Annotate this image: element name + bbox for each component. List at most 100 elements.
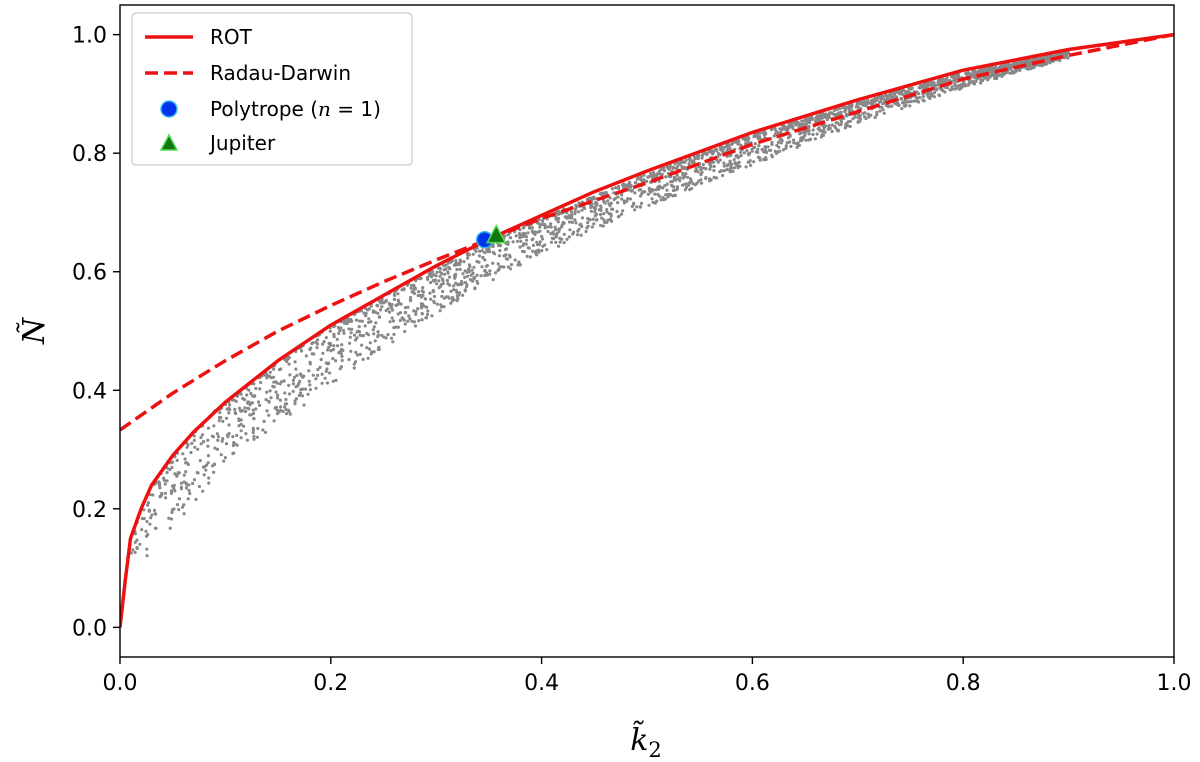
cloud-point [241, 396, 245, 400]
y-tick-label: 0.8 [72, 142, 107, 167]
cloud-point [866, 101, 870, 105]
cloud-point [477, 254, 482, 258]
cloud-point [227, 411, 231, 415]
cloud-point [661, 186, 665, 190]
cloud-point [1000, 74, 1004, 78]
cloud-point [757, 144, 761, 148]
cloud-point [531, 249, 535, 253]
cloud-point [791, 124, 795, 128]
cloud-point [907, 100, 911, 104]
cloud-point [797, 143, 802, 147]
cloud-point [367, 347, 371, 351]
cloud-point [811, 117, 815, 121]
cloud-point [146, 532, 150, 537]
cloud-point [360, 343, 364, 347]
cloud-point [584, 229, 588, 234]
cloud-point [504, 257, 509, 261]
cloud-point [410, 290, 414, 294]
cloud-point [577, 210, 581, 214]
cloud-point [568, 228, 572, 232]
cloud-point [997, 73, 1001, 77]
cloud-point [273, 406, 277, 410]
cloud-point [635, 205, 639, 209]
cloud-point [949, 74, 954, 79]
cloud-point [182, 480, 186, 484]
cloud-point [390, 316, 394, 320]
cloud-point [570, 220, 575, 224]
cloud-point [650, 173, 655, 177]
cloud-point [177, 471, 181, 475]
cloud-point [356, 329, 360, 333]
cloud-point [295, 373, 299, 377]
cloud-point [792, 120, 797, 124]
cloud-point [261, 428, 265, 432]
cloud-point [472, 265, 476, 269]
cloud-point [224, 442, 229, 446]
cloud-point [1018, 68, 1022, 72]
cloud-point [227, 423, 231, 427]
cloud-point [168, 526, 172, 530]
cloud-point [458, 291, 462, 295]
radau-darwin-line [120, 32, 1174, 432]
cloud-point [314, 386, 318, 390]
cloud-point [605, 220, 609, 224]
cloud-point [907, 90, 911, 94]
cloud-point [419, 304, 424, 308]
cloud-point [206, 444, 210, 448]
cloud-point [497, 267, 501, 271]
cloud-point [975, 77, 980, 81]
cloud-point [339, 352, 343, 356]
cloud-point [718, 170, 722, 174]
cloud-point [224, 416, 229, 420]
cloud-point [545, 248, 549, 252]
cloud-point [328, 371, 332, 375]
rot-line [120, 32, 1174, 628]
cloud-point [597, 208, 602, 212]
cloud-point [491, 278, 495, 282]
cloud-point [470, 268, 474, 272]
cloud-point [807, 132, 811, 136]
cloud-point [434, 274, 438, 278]
cloud-point [267, 413, 271, 417]
cloud-point [252, 411, 256, 416]
cloud-point [836, 128, 841, 132]
cloud-point [462, 260, 466, 264]
cloud-point [325, 381, 330, 385]
cloud-point [320, 381, 324, 385]
x-tick-label: 0.8 [946, 671, 981, 696]
cloud-point [776, 131, 780, 135]
cloud-point [380, 298, 384, 302]
legend-label-polytrope-main: Polytrope ( [210, 97, 318, 121]
cloud-point [392, 292, 396, 296]
cloud-point [678, 179, 682, 183]
cloud-point [454, 261, 458, 266]
cloud-point [138, 542, 142, 546]
cloud-point [675, 187, 680, 191]
cloud-point [474, 249, 478, 254]
cloud-point [729, 166, 734, 170]
cloud-point [362, 311, 366, 315]
cloud-point [735, 161, 740, 165]
cloud-point [153, 526, 157, 530]
cloud-point [1025, 59, 1029, 63]
cloud-point [873, 98, 877, 102]
cloud-point [384, 299, 388, 303]
cloud-point [299, 391, 303, 395]
cloud-point [647, 203, 651, 207]
cloud-point [602, 200, 606, 204]
cloud-point [802, 130, 806, 134]
cloud-point [755, 134, 759, 138]
cloud-point [969, 80, 973, 84]
cloud-point [183, 457, 187, 461]
cloud-point [873, 115, 877, 120]
cloud-point [610, 207, 614, 211]
cloud-point [231, 435, 235, 439]
cloud-point [341, 328, 346, 333]
cloud-point [1025, 66, 1029, 70]
cloud-point [252, 417, 256, 421]
cloud-point [283, 391, 287, 395]
cloud-point [461, 293, 465, 297]
cloud-point [424, 316, 428, 320]
cloud-point [133, 540, 137, 545]
